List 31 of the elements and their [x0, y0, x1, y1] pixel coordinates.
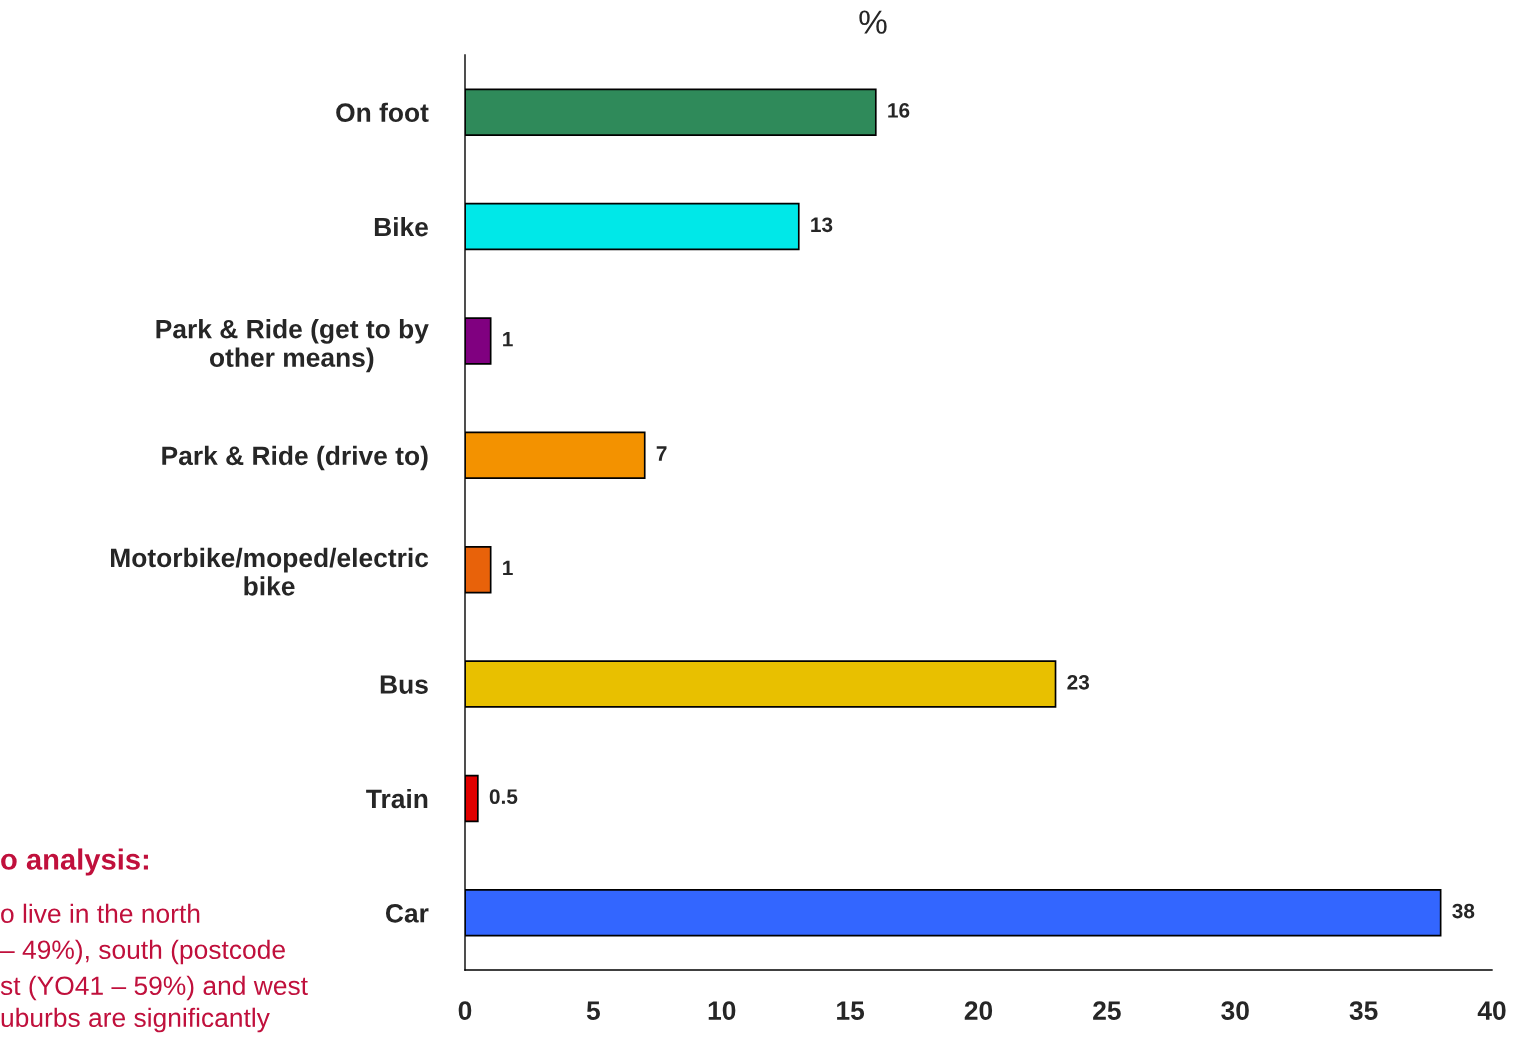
- x-tick-label: 35: [1349, 1001, 1378, 1020]
- y-tick-label: Park & Ride (get to by other means): [156, 319, 429, 373]
- data-label: 16: [888, 103, 910, 118]
- data-label: 0.5: [489, 789, 518, 805]
- text: – 49%), south (postcode: [0, 939, 285, 965]
- x-tick-label: 5: [586, 1001, 600, 1020]
- text: o analysis:: [1, 848, 148, 876]
- data-label: 1: [503, 560, 513, 576]
- x-tick-label: 20: [964, 1001, 993, 1020]
- x-tick-label: 40: [1477, 1001, 1506, 1020]
- text: o live in the north: [1, 903, 200, 924]
- text: st (YO41 – 59%) and west: [0, 975, 308, 1001]
- y-tick-label: Car: [385, 903, 429, 923]
- x-tick-label: 30: [1221, 1001, 1249, 1020]
- data-label: 23: [1067, 674, 1090, 690]
- y-tick-label: Park & Ride (drive to): [162, 445, 428, 471]
- data-label: 7: [656, 446, 667, 461]
- y-tick-label: Motorbike/moped/electric bike: [111, 547, 429, 596]
- data-label: 1: [503, 331, 513, 347]
- data-label: 13: [811, 217, 833, 233]
- text: uburbs are significantly: [1, 1007, 270, 1033]
- x-tick-label: 25: [1093, 1001, 1121, 1020]
- y-tick-label: On foot: [336, 102, 429, 123]
- chart-title: %: [859, 10, 887, 34]
- y-tick-label: Bus: [380, 675, 428, 694]
- data-label: 38: [1452, 903, 1475, 919]
- x-tick-label: 0: [458, 1001, 472, 1020]
- x-tick-label: 10: [708, 1001, 736, 1020]
- y-tick-label: Bike: [374, 217, 428, 237]
- y-tick-label: Train: [366, 788, 428, 809]
- x-tick-label: 15: [837, 1001, 865, 1020]
